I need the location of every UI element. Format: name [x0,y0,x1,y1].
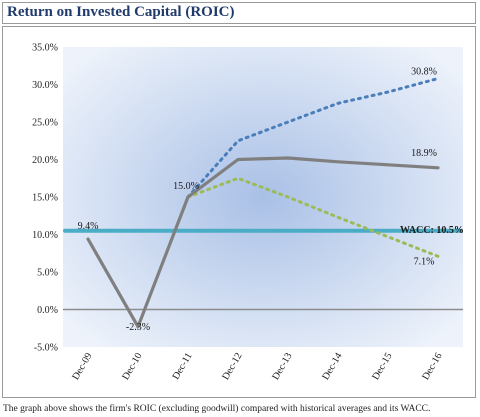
data-label: 15.0% [173,181,199,192]
x-tick-label: Dec-13 [270,351,294,382]
y-tick-label: 15.0% [32,193,58,204]
page-title: Return on Invested Capital (ROIC) [7,4,235,20]
chart-frame: -5.0% 0.0% 5.0% 10.0% 15.0% 20.0% 25.0% 30.0% 35… [2,26,476,398]
x-tick-label: Dec-10 [120,351,144,382]
x-tick-label: Dec-15 [370,351,394,382]
data-label: 9.4% [78,221,99,232]
y-tick-label: 30.0% [32,80,58,91]
data-label: 7.1% [414,256,435,267]
low-projection-series-line [186,176,440,258]
y-tick-label: 10.0% [32,230,58,241]
chart-caption: The graph above shows the firm's ROIC (e… [3,404,431,414]
y-tick-label: 25.0% [32,118,58,129]
data-label: -2.3% [126,322,150,333]
data-label: WACC: 10.5% [400,225,464,236]
data-label: 30.8% [411,67,437,78]
y-tick-label: 0.0% [37,305,58,316]
roic-series-line [86,156,440,329]
x-tick-label: Dec-11 [171,351,195,382]
chart-title-bar: Return on Invested Capital (ROIC) [2,2,476,24]
x-tick-label: Dec-16 [420,351,444,382]
y-tick-label: 35.0% [32,43,58,54]
y-tick-label: 20.0% [32,155,58,166]
y-tick-label: 5.0% [37,268,58,279]
roic-line-chart: -5.0% 0.0% 5.0% 10.0% 15.0% 20.0% 25.0% 30.0% 35… [32,43,464,382]
plot-area [63,47,463,347]
x-tick-label: Dec-09 [70,351,94,382]
y-tick-label: -5.0% [34,343,58,354]
x-tick-label: Dec-12 [220,351,244,382]
high-projection-series-line [186,77,440,199]
x-tick-label: Dec-14 [320,351,344,382]
data-label: 18.9% [411,148,437,159]
